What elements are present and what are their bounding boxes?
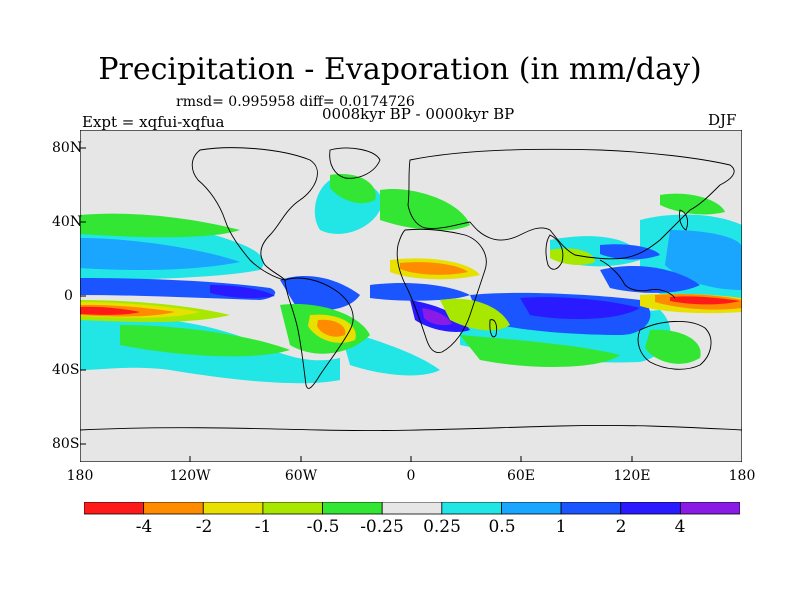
lon-label-180e: 180	[728, 468, 756, 484]
coast-india	[545, 234, 564, 270]
colorbar-label: 0.5	[488, 517, 516, 537]
lat-ticks	[80, 147, 86, 445]
colorbar-label: 0.25	[423, 517, 461, 537]
field-green-natl	[330, 174, 376, 204]
coast-antarctica	[80, 425, 742, 431]
colorbar-label: -1	[254, 517, 272, 537]
stats-label: rmsd= 0.995958 diff= 0.0174726	[176, 94, 415, 110]
plot-title: Precipitation - Evaporation (in mm/day)	[98, 52, 702, 87]
colorbar-label: 2	[615, 517, 627, 537]
field-blue-amazon	[280, 275, 360, 311]
coast-greenland	[329, 147, 381, 179]
lat-label-40s: 40S	[52, 362, 80, 378]
lon-ticks	[189, 456, 633, 462]
colorbar-swatch	[322, 502, 383, 515]
coast-japan	[679, 209, 689, 231]
coast-africa	[396, 228, 487, 353]
colorbar-swatch	[143, 502, 204, 515]
field-blue-maritime	[600, 265, 700, 293]
colorbar-swatch	[679, 502, 740, 515]
field-orange-brazil	[317, 319, 346, 337]
field-red-wpac	[670, 296, 740, 305]
lat-label-80s: 80S	[52, 436, 80, 452]
coast-australia	[637, 320, 712, 370]
lon-label-120e: 120E	[613, 468, 651, 484]
colorbar-swatch	[620, 502, 681, 515]
field-lightgreen-africa	[440, 298, 510, 331]
season-label: DJF	[708, 111, 737, 129]
field-lightblue-pacific	[80, 238, 240, 270]
experiment-label: Expt = xqfui-xqfua	[82, 113, 225, 131]
field-violet-core	[422, 308, 452, 326]
colorbar-swatch	[381, 502, 443, 515]
colorbar-label: -2	[195, 517, 213, 537]
field-green-indian-s	[460, 335, 620, 367]
field-green-australia	[645, 329, 701, 364]
field-blue-eastasia	[600, 244, 660, 260]
lon-label-60e: 60E	[506, 468, 536, 484]
field-lightgreen-eastasia	[550, 248, 595, 265]
lon-label-0: 0	[406, 468, 416, 484]
colorbar-label: 1	[555, 517, 567, 537]
coast-europe-asia	[407, 148, 735, 260]
coast-madagascar	[489, 319, 498, 338]
colorbar	[84, 502, 740, 515]
coast-se-asia	[599, 259, 676, 299]
coast-north-america	[191, 147, 318, 281]
field-red-pacific	[80, 306, 140, 315]
field-green-nepac	[660, 193, 725, 215]
colorbar-swatch	[501, 502, 562, 515]
field-orange-sahara	[400, 262, 468, 275]
colorbar-label: -4	[135, 517, 153, 537]
colorbar-swatch	[441, 502, 502, 515]
field-green-pacific-n	[80, 213, 240, 238]
lon-label-60w: 60W	[284, 468, 318, 484]
field-green-pacific-s	[120, 325, 290, 357]
field-blue-atlantic	[370, 283, 470, 301]
coast-south-america	[284, 277, 354, 389]
coastlines	[80, 147, 742, 431]
field-lightblue-wpac	[665, 230, 742, 290]
field-green-europe	[380, 189, 470, 231]
colorbar-swatch	[560, 502, 622, 515]
lat-label-0: 0	[64, 288, 73, 304]
lat-label-40n: 40N	[52, 214, 83, 230]
field-cyan-satlantic	[340, 330, 440, 376]
colorbar-label: -0.5	[306, 517, 340, 537]
lon-label-120w: 120W	[169, 468, 211, 484]
lat-label-80n: 80N	[52, 140, 83, 156]
field-darkblue-africa-east	[520, 297, 640, 320]
colorbar-swatch	[84, 502, 145, 515]
colorbar-label: -0.25	[360, 517, 404, 537]
period-label: 0008kyr BP - 0000kyr BP	[322, 105, 515, 123]
field-darkblue-pacific	[210, 285, 275, 299]
lon-label-180w: 180	[66, 468, 94, 484]
anomaly-fields	[80, 174, 742, 384]
colorbar-swatch	[262, 502, 323, 515]
colorbar-swatch	[202, 502, 264, 515]
world-map	[80, 130, 742, 462]
colorbar-label: 4	[674, 517, 686, 537]
